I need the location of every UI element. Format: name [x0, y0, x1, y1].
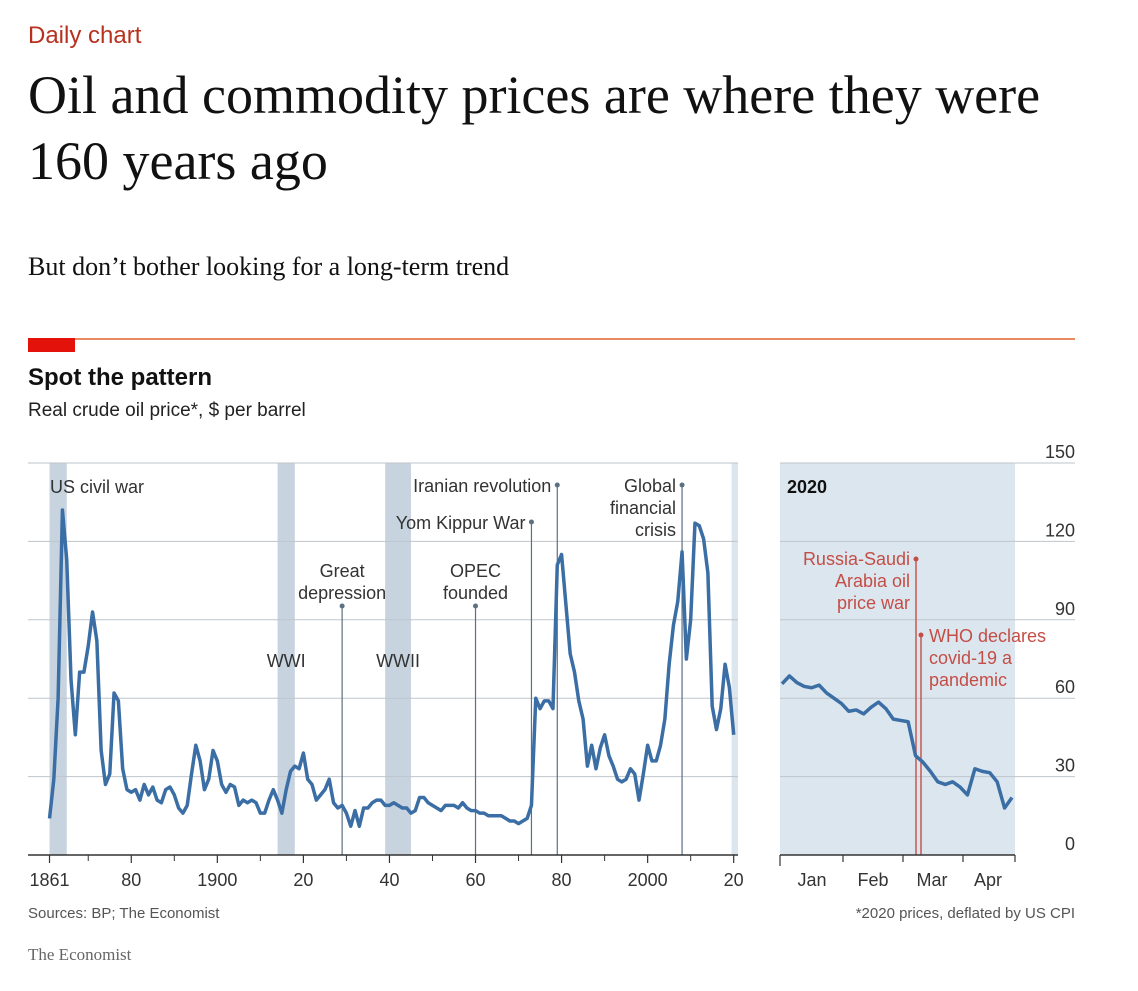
- panel-label: 2020: [787, 477, 827, 497]
- event-dot: [679, 482, 685, 488]
- headline: Oil and commodity prices are where they …: [28, 65, 1041, 191]
- y-tick-label: 120: [1045, 520, 1075, 540]
- x-tick-label: Feb: [857, 870, 888, 890]
- y-tick-label: 0: [1065, 834, 1075, 854]
- event-label: OPEC: [450, 561, 501, 581]
- chart-subtitle: Real crude oil price*, $ per barrel: [28, 400, 306, 421]
- band-label: US civil war: [50, 477, 144, 497]
- shaded-band: [731, 463, 738, 855]
- event-label: price war: [837, 593, 910, 613]
- x-tick-label: 60: [465, 870, 485, 890]
- x-tick-label: 20: [724, 870, 744, 890]
- band-label: WWII: [376, 651, 420, 671]
- event-label: covid-19 a: [929, 648, 1013, 668]
- x-tick-label: Mar: [917, 870, 948, 890]
- y-tick-label: 30: [1055, 756, 1075, 776]
- price-line: [47, 508, 736, 829]
- source: Sources: BP; The Economist: [28, 905, 220, 922]
- brand: The Economist: [28, 945, 132, 964]
- event-dot: [918, 632, 924, 638]
- x-tick-label: 80: [121, 870, 141, 890]
- event-label: depression: [298, 583, 386, 603]
- x-tick-label: 1861: [29, 870, 69, 890]
- shaded-band: [385, 463, 411, 855]
- event-label: Arabia oil: [835, 571, 910, 591]
- event-dot: [473, 603, 479, 609]
- x-tick-label: Apr: [974, 870, 1002, 890]
- x-tick-label: Jan: [797, 870, 826, 890]
- event-label: founded: [443, 583, 508, 603]
- price-line: [780, 674, 1014, 810]
- event-label: financial: [610, 498, 676, 518]
- event-label: Iranian revolution: [413, 476, 551, 496]
- x-tick-label: 40: [379, 870, 399, 890]
- event-label: Great: [320, 561, 365, 581]
- red-tag: [28, 338, 75, 352]
- kicker: Daily chart: [28, 22, 142, 49]
- y-tick-label: 150: [1045, 442, 1075, 462]
- event-label: WHO declares: [929, 626, 1046, 646]
- event-dot: [913, 556, 919, 562]
- x-tick-label: 2000: [628, 870, 668, 890]
- event-label: Global: [624, 476, 676, 496]
- x-tick-label: 1900: [197, 870, 237, 890]
- panel-2020: [780, 463, 1015, 855]
- footnote: *2020 prices, deflated by US CPI: [856, 905, 1075, 922]
- event-label: Russia-Saudi: [803, 549, 910, 569]
- shaded-band: [277, 463, 295, 855]
- event-label: crisis: [635, 520, 676, 540]
- band-label: WWI: [267, 651, 306, 671]
- chart-title: Spot the pattern: [28, 364, 212, 391]
- x-tick-label: 80: [552, 870, 572, 890]
- event-label: pandemic: [929, 670, 1007, 690]
- y-tick-label: 60: [1055, 677, 1075, 697]
- event-dot: [339, 603, 345, 609]
- event-label: Yom Kippur War: [396, 513, 526, 533]
- y-tick-label: 90: [1055, 599, 1075, 619]
- event-dot: [528, 519, 534, 525]
- event-dot: [554, 482, 560, 488]
- x-tick-label: 20: [293, 870, 313, 890]
- subheading: But don’t bother looking for a long-term…: [28, 252, 510, 281]
- month-ticks: [779, 855, 1016, 866]
